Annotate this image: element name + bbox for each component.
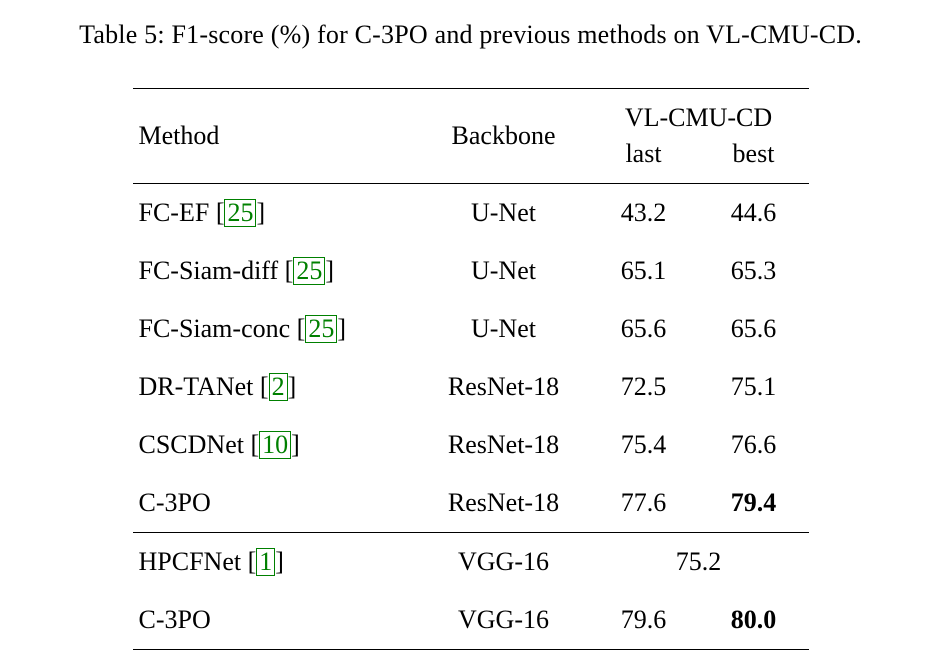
cite-bracket-close: ]: [325, 256, 334, 285]
citation-link[interactable]: 25: [305, 315, 337, 343]
cell-backbone: ResNet-18: [419, 358, 589, 416]
cell-backbone: U-Net: [419, 184, 589, 242]
cell-best: 79.4: [699, 474, 809, 533]
cell-backbone: ResNet-18: [419, 474, 589, 533]
cell-method: CSCDNet [10]: [133, 416, 419, 474]
cite-bracket-open: [: [248, 547, 257, 576]
table-row: DR-TANet [2]ResNet-1872.575.1: [133, 358, 809, 416]
cell-best: 44.6: [699, 184, 809, 242]
cell-best: 75.1: [699, 358, 809, 416]
cell-best: 65.6: [699, 300, 809, 358]
table-body-group-1: FC-EF [25]U-Net43.244.6FC-Siam-diff [25]…: [133, 184, 809, 533]
table-row: FC-Siam-diff [25]U-Net65.165.3: [133, 242, 809, 300]
method-name: CSCDNet: [139, 430, 251, 459]
cite-bracket-open: [: [297, 314, 306, 343]
citation-link[interactable]: 1: [256, 548, 275, 576]
header-best: best: [733, 139, 775, 168]
method-name: HPCFNet: [139, 547, 248, 576]
cell-backbone: ResNet-18: [419, 416, 589, 474]
cite-bracket-open: [: [216, 198, 225, 227]
table-row: HPCFNet [1]VGG-1675.2: [133, 533, 809, 591]
cell-last: 65.6: [589, 300, 699, 358]
cite-bracket-close: ]: [291, 430, 300, 459]
cell-last: 65.1: [589, 242, 699, 300]
method-name: C-3PO: [139, 605, 211, 634]
citation-link[interactable]: 2: [269, 373, 288, 401]
cell-method: FC-EF [25]: [133, 184, 419, 242]
cell-method: C-3PO: [133, 591, 419, 649]
header-method: Method: [139, 121, 220, 150]
table-row: FC-Siam-conc [25]U-Net65.665.6: [133, 300, 809, 358]
cite-bracket-close: ]: [288, 372, 297, 401]
cell-best: 80.0: [699, 591, 809, 649]
cell-method: HPCFNet [1]: [133, 533, 419, 591]
method-name: DR-TANet: [139, 372, 260, 401]
cell-best: 76.6: [699, 416, 809, 474]
table-body-group-2: HPCFNet [1]VGG-1675.2C-3POVGG-1679.680.0: [133, 533, 809, 649]
cell-method: FC-Siam-diff [25]: [133, 242, 419, 300]
citation-link[interactable]: 10: [259, 431, 291, 459]
cell-best: 65.3: [699, 242, 809, 300]
cite-bracket-close: ]: [337, 314, 346, 343]
cell-last: 75.4: [589, 416, 699, 474]
table-row: C-3PO ResNet-1877.679.4: [133, 474, 809, 533]
cite-bracket-open: [: [250, 430, 259, 459]
cell-method: FC-Siam-conc [25]: [133, 300, 419, 358]
table-row: C-3PO VGG-1679.680.0: [133, 591, 809, 649]
cell-backbone: VGG-16: [419, 533, 589, 591]
cell-last: 77.6: [589, 474, 699, 533]
results-table: Method Backbone VL-CMU-CD last best FC-E…: [133, 88, 809, 650]
table-row: CSCDNet [10]ResNet-1875.476.6: [133, 416, 809, 474]
cite-bracket-open: [: [260, 372, 269, 401]
cell-backbone: U-Net: [419, 300, 589, 358]
citation-link[interactable]: 25: [224, 199, 256, 227]
cell-last: 72.5: [589, 358, 699, 416]
method-name: FC-Siam-diff: [139, 256, 285, 285]
cite-bracket-open: [: [285, 256, 294, 285]
table-row: FC-EF [25]U-Net43.244.6: [133, 184, 809, 242]
table-header-row-1: Method Backbone VL-CMU-CD: [133, 89, 809, 133]
table-caption: Table 5: F1-score (%) for C-3PO and prev…: [0, 20, 941, 50]
cell-backbone: U-Net: [419, 242, 589, 300]
cell-last: 43.2: [589, 184, 699, 242]
cite-bracket-close: ]: [256, 198, 265, 227]
cell-method: C-3PO: [133, 474, 419, 533]
cell-backbone: VGG-16: [419, 591, 589, 649]
cell-last: 79.6: [589, 591, 699, 649]
cell-method: DR-TANet [2]: [133, 358, 419, 416]
header-backbone: Backbone: [452, 121, 556, 150]
cite-bracket-close: ]: [275, 547, 284, 576]
method-name: C-3PO: [139, 488, 211, 517]
header-last: last: [625, 139, 661, 168]
cell-merged-score: 75.2: [589, 533, 809, 591]
method-name: FC-Siam-conc: [139, 314, 297, 343]
header-dataset: VL-CMU-CD: [625, 103, 772, 132]
method-name: FC-EF: [139, 198, 216, 227]
citation-link[interactable]: 25: [293, 257, 325, 285]
